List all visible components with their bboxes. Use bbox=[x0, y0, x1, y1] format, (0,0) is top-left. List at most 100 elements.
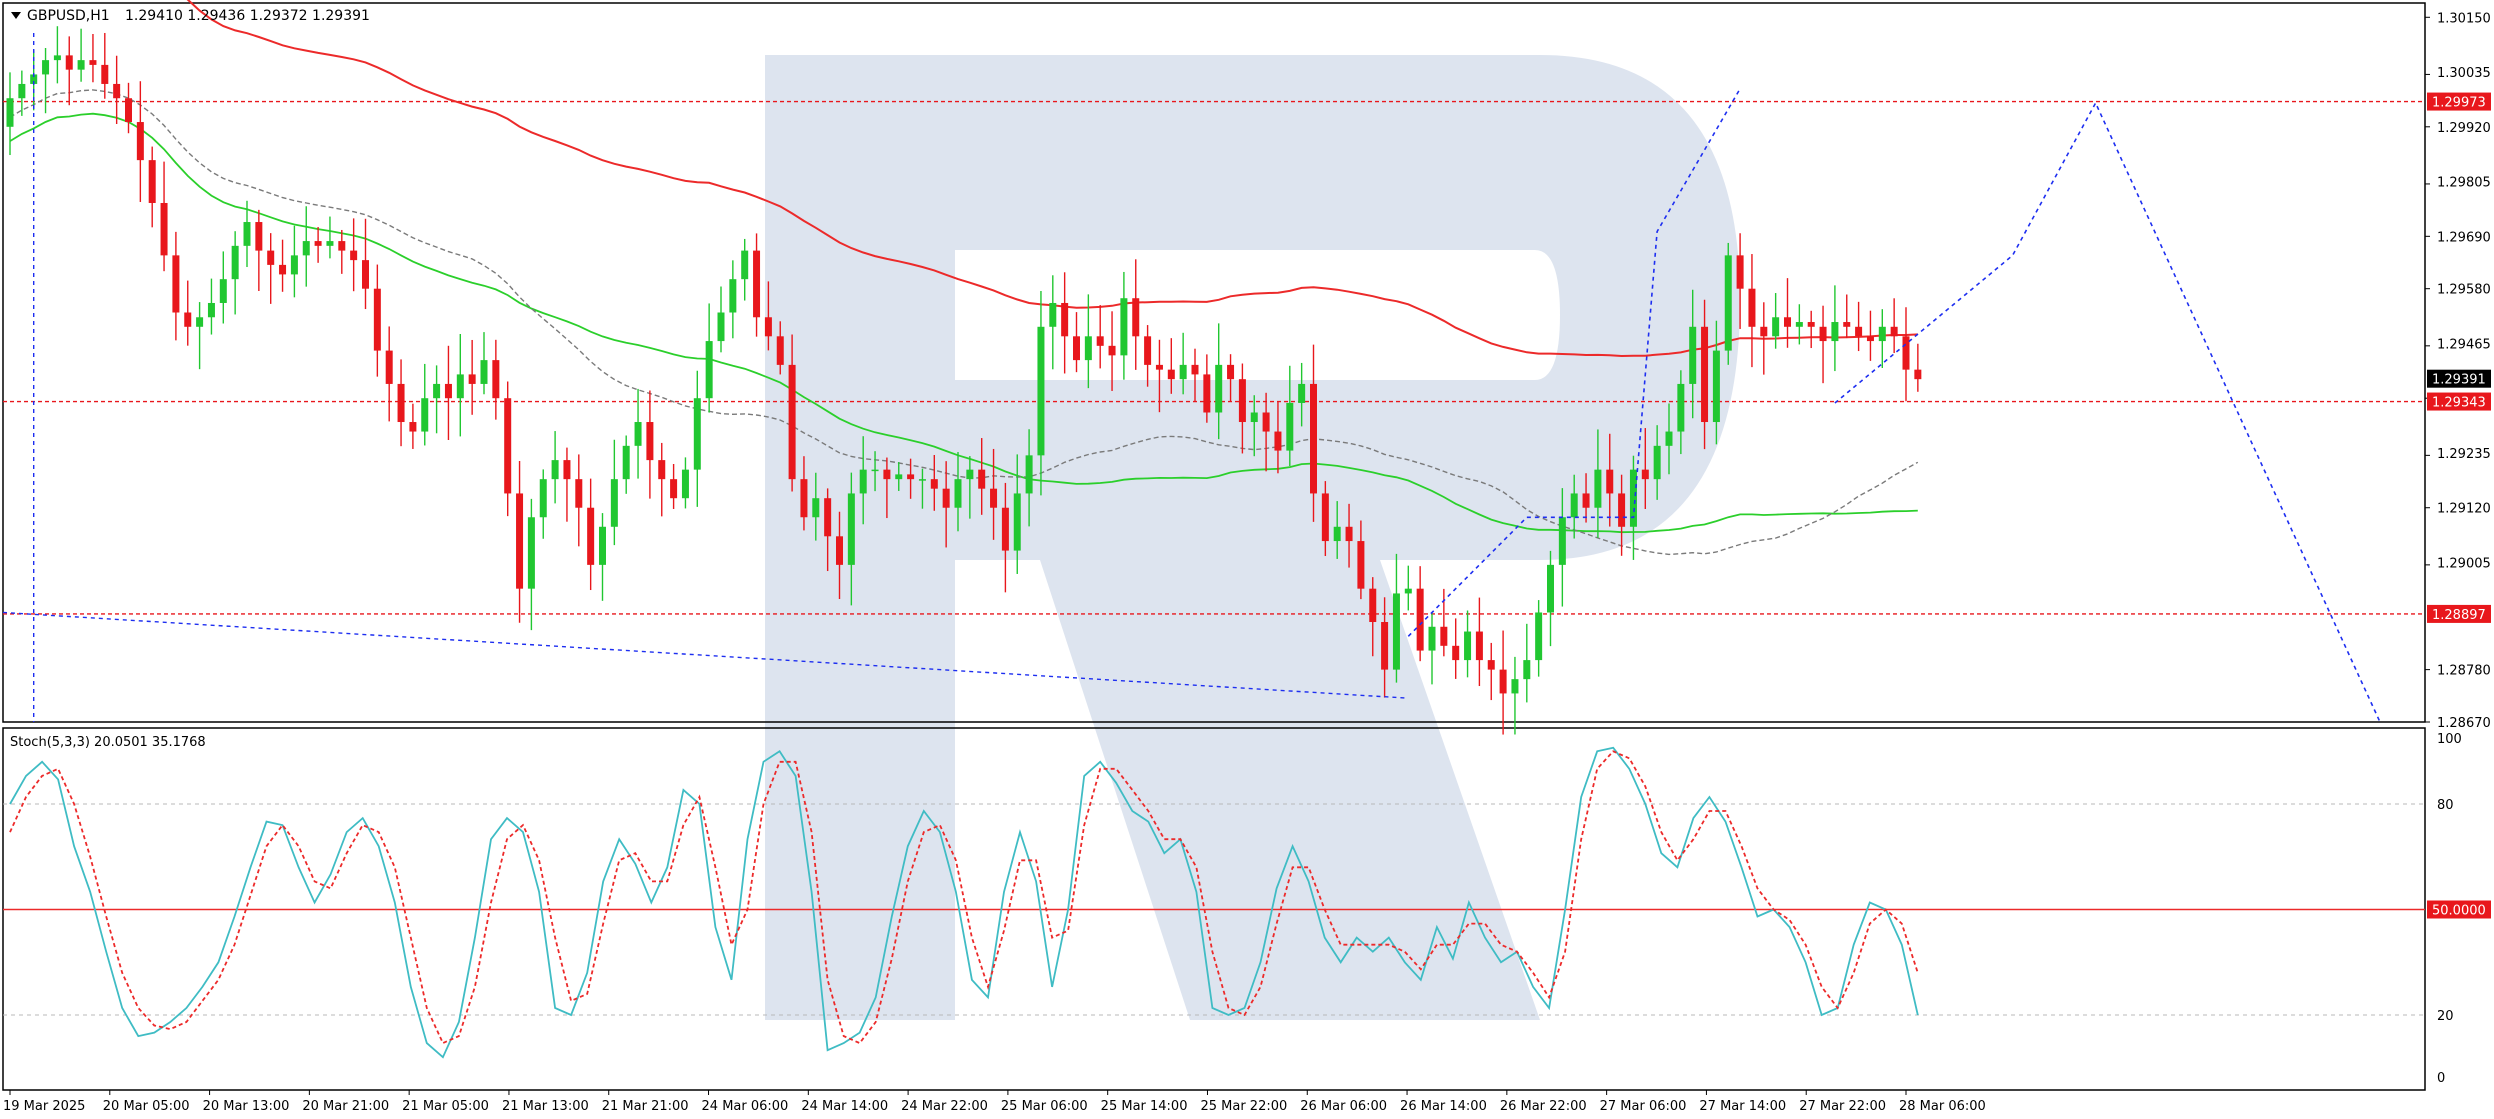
candle-body bbox=[1712, 350, 1720, 423]
candle-body bbox=[1523, 660, 1531, 680]
candle-body bbox=[1013, 493, 1021, 551]
forecast-path-up bbox=[1407, 88, 1741, 637]
candle-body bbox=[610, 479, 618, 527]
candle-body bbox=[18, 83, 26, 99]
candle-body bbox=[101, 64, 109, 84]
candle-body bbox=[1606, 469, 1614, 494]
price-axis-label: 1.28780 bbox=[2437, 664, 2491, 679]
current-price-tag bbox=[2427, 369, 2491, 388]
candle-body bbox=[53, 55, 61, 61]
candle-body bbox=[1831, 322, 1839, 342]
candle-body bbox=[1890, 326, 1898, 337]
candle-body bbox=[1760, 326, 1768, 337]
candle-body bbox=[409, 422, 417, 432]
trendline-lower bbox=[2, 611, 1409, 699]
candle-body bbox=[1428, 626, 1436, 651]
candle-body bbox=[551, 460, 559, 480]
price-axis-label: 1.29120 bbox=[2437, 502, 2491, 517]
candle-body bbox=[918, 479, 926, 481]
candle-body bbox=[800, 479, 808, 518]
candle-body bbox=[219, 279, 227, 303]
candle-body bbox=[705, 341, 713, 399]
candle-body bbox=[1582, 493, 1590, 508]
candle-body bbox=[1369, 588, 1377, 623]
candle-body bbox=[326, 241, 334, 246]
candle-body bbox=[978, 469, 986, 489]
candle-body bbox=[1440, 626, 1448, 646]
candle-body bbox=[1073, 336, 1080, 361]
candle-body bbox=[1215, 364, 1223, 413]
candle-body bbox=[6, 98, 14, 127]
moving-average-green bbox=[9, 112, 1918, 534]
candle-body bbox=[290, 255, 298, 275]
candle-body bbox=[527, 517, 535, 589]
price-axis-label: 1.29805 bbox=[2437, 176, 2491, 191]
time-axis-label: 27 Mar 14:00 bbox=[1699, 1099, 1786, 1114]
price-axis-label: 1.29465 bbox=[2437, 337, 2491, 352]
price-axis-label: 1.28670 bbox=[2437, 716, 2491, 731]
candle-body bbox=[1772, 317, 1780, 337]
stoch-axis-label: 0 bbox=[2437, 1071, 2445, 1086]
candle-body bbox=[930, 479, 938, 489]
time-axis-label: 19 Mar 2025 bbox=[3, 1099, 85, 1114]
axes: 1.30150 1.30035 1.29920 1.29805 1.29690 1.295… bbox=[3, 11, 2491, 1114]
stoch-indicator-label: Stoch(5,3,3) 20.0501 35.1768 bbox=[10, 735, 206, 750]
candle-body bbox=[113, 83, 121, 99]
candle-body bbox=[433, 383, 441, 399]
candle-body bbox=[444, 383, 452, 399]
candle-body bbox=[646, 422, 654, 461]
candle-body bbox=[1464, 631, 1472, 661]
candle-body bbox=[1084, 336, 1092, 361]
candle-body bbox=[539, 479, 547, 518]
price-axis-label: 1.30035 bbox=[2437, 66, 2491, 81]
candle-body bbox=[1878, 326, 1886, 342]
candle-body bbox=[1748, 288, 1756, 327]
candle-body bbox=[1191, 364, 1199, 375]
candle-body bbox=[516, 493, 524, 589]
candle-body bbox=[1144, 336, 1152, 365]
candle-body bbox=[1333, 526, 1341, 542]
stoch-main-line bbox=[9, 746, 1919, 1059]
dropdown-triangle-icon[interactable] bbox=[11, 12, 21, 19]
candle-body bbox=[1416, 588, 1424, 651]
candle-body bbox=[717, 312, 725, 342]
candle-body bbox=[1689, 326, 1697, 384]
candle-body bbox=[658, 460, 666, 480]
candle-body bbox=[456, 374, 464, 399]
candle-body bbox=[1653, 445, 1661, 480]
time-axis-label: 20 Mar 13:00 bbox=[203, 1099, 290, 1114]
time-axis-label: 25 Mar 14:00 bbox=[1101, 1099, 1188, 1114]
candle-body bbox=[136, 122, 144, 161]
candle-body bbox=[267, 250, 275, 265]
candle-body bbox=[89, 60, 97, 65]
candle-body bbox=[1677, 383, 1685, 432]
price-panel bbox=[2, 0, 2425, 735]
candle-body bbox=[1096, 336, 1104, 346]
candle-body bbox=[1558, 517, 1566, 565]
candle-body bbox=[1618, 493, 1626, 527]
time-axis-label: 24 Mar 22:00 bbox=[901, 1099, 988, 1114]
ohlc-values: 1.29410 1.29436 1.29372 1.29391 bbox=[125, 8, 370, 24]
candle-body bbox=[480, 360, 488, 384]
candle-body bbox=[148, 160, 156, 203]
candle-body bbox=[1061, 302, 1069, 337]
candle-body bbox=[907, 474, 915, 480]
candle-body bbox=[1499, 669, 1507, 694]
candle-body bbox=[764, 317, 772, 337]
price-panel-frame bbox=[2, 2, 2426, 723]
candle-body bbox=[1250, 412, 1258, 423]
candle-body bbox=[1392, 593, 1400, 670]
candle-body bbox=[966, 469, 974, 480]
forecast-path-projection bbox=[1834, 101, 2381, 723]
candle-body bbox=[172, 255, 180, 313]
candle-body bbox=[847, 493, 855, 565]
candle-body bbox=[338, 241, 346, 251]
candle-body bbox=[859, 469, 867, 494]
candle-body bbox=[397, 383, 405, 423]
time-axis-label: 21 Mar 05:00 bbox=[402, 1099, 489, 1114]
candle-body bbox=[1108, 345, 1116, 356]
price-level-tag-label: 1.29973 bbox=[2432, 96, 2486, 111]
candle-body bbox=[1902, 336, 1910, 370]
stoch-axis-label: 80 bbox=[2437, 798, 2454, 813]
